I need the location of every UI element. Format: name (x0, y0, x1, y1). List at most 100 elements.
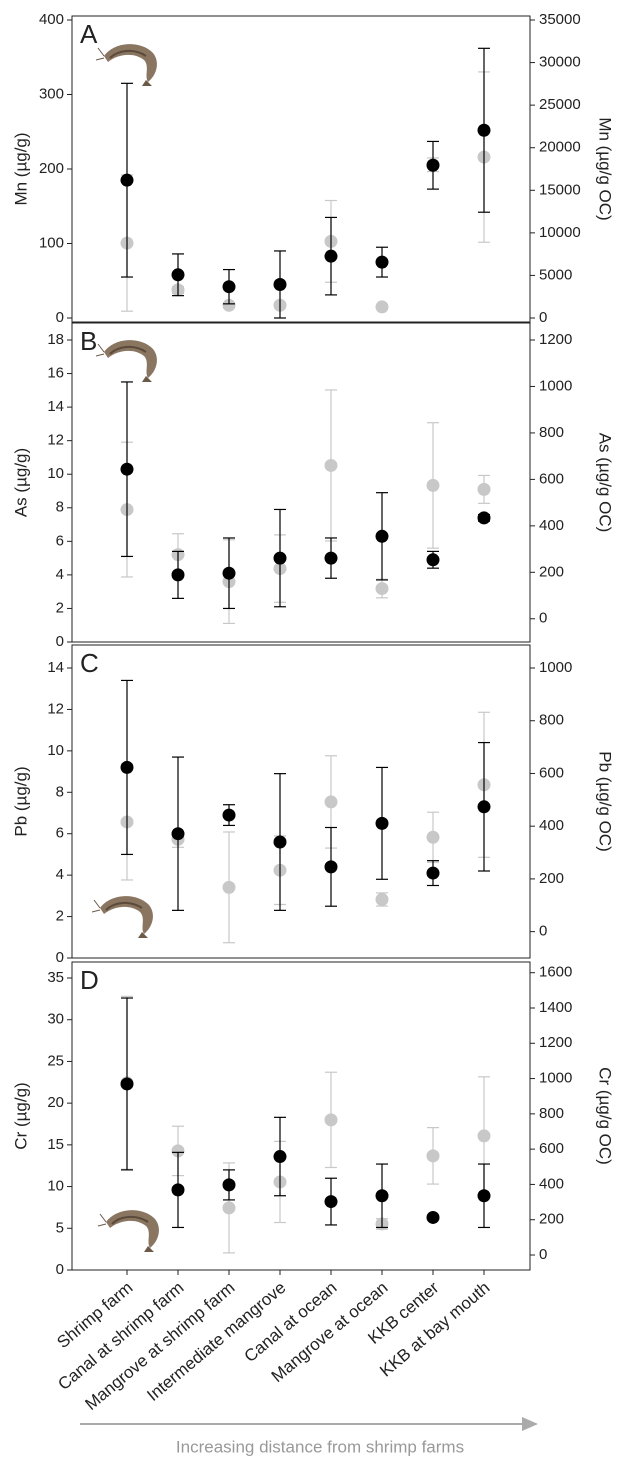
y2-tick-label: 800 (539, 424, 564, 441)
y2-tick-label: 800 (539, 1105, 564, 1122)
point (273, 1150, 287, 1164)
point (324, 795, 338, 809)
point (171, 827, 185, 841)
y-tick-label: 14 (47, 659, 64, 676)
panel-label: B (80, 326, 97, 356)
y2-tick-label: 30000 (539, 54, 581, 71)
y2-tick-label: 600 (539, 1140, 564, 1157)
y-tick-label: 10 (47, 465, 64, 482)
y-tick-label: 5 (56, 1219, 64, 1236)
plot-frame (71, 322, 531, 643)
point (324, 860, 338, 874)
y-tick-label: 6 (56, 532, 64, 549)
y-tick-label: 100 (39, 234, 64, 251)
y2-axis-label: As (µg/g OC) (596, 433, 615, 533)
point (222, 280, 236, 294)
point (222, 298, 236, 312)
point (375, 1189, 389, 1203)
y2-tick-label: 0 (539, 309, 547, 326)
y2-tick-label: 400 (539, 1175, 564, 1192)
plot-frame (71, 961, 531, 1271)
point (375, 816, 389, 830)
y-tick-label: 20 (47, 1094, 64, 1111)
y-tick-label: 0 (56, 309, 64, 326)
shrimp-icon (97, 1209, 160, 1253)
point (273, 277, 287, 291)
y-tick-label: 4 (56, 866, 64, 883)
point (171, 268, 185, 282)
point (120, 1077, 134, 1091)
point (324, 1113, 338, 1127)
y-axis-label: Cr (µg/g) (11, 1082, 30, 1149)
y2-tick-label: 20000 (539, 139, 581, 156)
point (426, 478, 440, 492)
point (324, 249, 338, 263)
panel-label: A (80, 19, 98, 49)
y2-tick-label: 400 (539, 517, 564, 534)
point (222, 880, 236, 894)
y2-axis-label: Pb (µg/g OC) (596, 751, 615, 852)
y-tick-label: 0 (56, 633, 64, 650)
y-tick-label: 400 (39, 11, 64, 28)
y-tick-label: 15 (47, 1136, 64, 1153)
y-tick-label: 18 (47, 331, 64, 348)
y2-tick-label: 1000 (539, 1070, 572, 1087)
y2-tick-label: 5000 (539, 266, 572, 283)
y-tick-label: 2 (56, 908, 64, 925)
y-tick-label: 6 (56, 825, 64, 842)
point (426, 1210, 440, 1224)
point (477, 482, 491, 496)
y2-tick-label: 600 (539, 470, 564, 487)
point (477, 1129, 491, 1143)
y2-tick-label: 400 (539, 817, 564, 834)
y2-tick-label: 600 (539, 764, 564, 781)
point (477, 800, 491, 814)
point (426, 553, 440, 567)
y2-tick-label: 10000 (539, 224, 581, 241)
y2-tick-label: 200 (539, 563, 564, 580)
y-tick-label: 8 (56, 783, 64, 800)
point (222, 1178, 236, 1192)
point (477, 123, 491, 137)
y2-tick-label: 0 (539, 610, 547, 627)
y-tick-label: 10 (47, 1178, 64, 1195)
y2-tick-label: 0 (539, 923, 547, 940)
point (324, 458, 338, 472)
y-axis-label: Mn (µg/g) (11, 132, 30, 205)
point (375, 300, 389, 314)
y2-tick-label: 25000 (539, 96, 581, 113)
point (171, 1144, 185, 1158)
y-tick-label: 14 (47, 398, 64, 415)
point (120, 760, 134, 774)
y-tick-label: 0 (56, 1261, 64, 1278)
distance-arrow-head (522, 1417, 538, 1431)
point (120, 173, 134, 187)
point (222, 1201, 236, 1215)
point (375, 892, 389, 906)
y2-tick-label: 1400 (539, 999, 572, 1016)
y2-axis-label: Cr (µg/g OC) (596, 1067, 615, 1165)
y2-tick-label: 200 (539, 870, 564, 887)
y-tick-label: 300 (39, 85, 64, 102)
point (375, 529, 389, 543)
panel-label: C (80, 648, 99, 678)
y-tick-label: 12 (47, 432, 64, 449)
y-tick-label: 16 (47, 365, 64, 382)
point (375, 582, 389, 596)
y2-tick-label: 0 (539, 1246, 547, 1263)
point (426, 830, 440, 844)
y-axis-label: Pb (µg/g) (11, 766, 30, 836)
y2-tick-label: 1000 (539, 377, 572, 394)
y-tick-label: 35 (47, 969, 64, 986)
point (324, 1195, 338, 1209)
point (426, 158, 440, 172)
y2-tick-label: 15000 (539, 181, 581, 198)
y-tick-label: 200 (39, 160, 64, 177)
point (426, 1149, 440, 1163)
y2-tick-label: 35000 (539, 11, 581, 28)
point (477, 511, 491, 525)
plot-frame (71, 644, 531, 959)
point (477, 1189, 491, 1203)
